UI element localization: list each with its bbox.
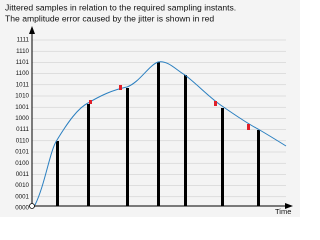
amplitude-error bbox=[247, 124, 250, 130]
signal-curve bbox=[34, 61, 287, 206]
caption-line: Jittered samples in relation to the requ… bbox=[5, 2, 236, 12]
sample-bar bbox=[126, 88, 129, 206]
y-label: 1011 bbox=[16, 81, 30, 88]
sample-bar bbox=[257, 130, 260, 206]
sample-bar bbox=[157, 62, 160, 206]
y-label: 0100 bbox=[15, 160, 29, 167]
y-label: 0010 bbox=[15, 182, 29, 189]
origin bbox=[29, 203, 35, 209]
amplitude-error bbox=[119, 85, 122, 90]
y-label: 1110 bbox=[16, 48, 29, 55]
y-label: 1100 bbox=[16, 70, 30, 77]
sample-bar bbox=[184, 75, 187, 206]
y-label: 1101 bbox=[16, 59, 30, 66]
y-label: 0000 bbox=[15, 205, 29, 212]
x-arrow bbox=[285, 203, 293, 209]
y-label: 1111 bbox=[17, 37, 30, 44]
amplitude-error bbox=[214, 101, 217, 106]
y-labels: 1111 1110 1101 1100 1011 1010 1001 1000 0111 0110… bbox=[15, 37, 29, 212]
amplitude-error bbox=[89, 100, 92, 104]
y-label: 1000 bbox=[15, 115, 29, 122]
y-arrow bbox=[29, 26, 35, 34]
y-label: 0001 bbox=[15, 193, 29, 200]
sample-bar bbox=[221, 108, 224, 206]
caption-line: The amplitude error caused by the jitter… bbox=[5, 13, 214, 23]
x-axis-label: Time bbox=[275, 207, 291, 216]
y-label: 1010 bbox=[15, 93, 29, 100]
y-label: 0011 bbox=[16, 171, 30, 178]
y-label: 0101 bbox=[15, 149, 29, 156]
y-label: 1001 bbox=[15, 104, 29, 111]
samples bbox=[56, 62, 260, 206]
sample-bar bbox=[87, 104, 90, 206]
background bbox=[0, 0, 300, 217]
diagram: Jittered samples in relation to the requ… bbox=[0, 0, 300, 217]
jitter-errors bbox=[89, 85, 250, 130]
sample-bar bbox=[56, 141, 59, 206]
y-label: 0111 bbox=[16, 126, 29, 133]
y-label: 0110 bbox=[16, 137, 30, 144]
